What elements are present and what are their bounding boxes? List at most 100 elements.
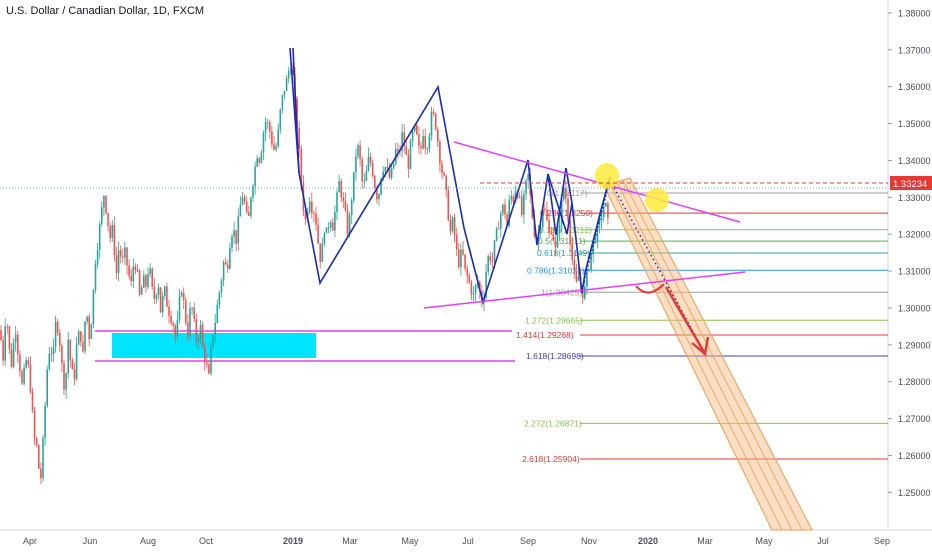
- fib-level-label: 0.236(1.3250): [540, 208, 593, 218]
- candle-body: [285, 78, 288, 91]
- candle-body: [502, 204, 504, 214]
- candle-body: [119, 250, 122, 257]
- candle-body: [52, 347, 55, 355]
- candle-body: [317, 224, 319, 244]
- candle-body: [19, 354, 21, 372]
- candle-body: [235, 230, 237, 244]
- candle-body: [380, 178, 382, 195]
- time-tick-label: 2020: [638, 536, 658, 546]
- candle-body: [218, 292, 221, 305]
- candle-body: [197, 338, 200, 342]
- arrow-shaft: [664, 286, 706, 353]
- candle-body: [161, 295, 164, 313]
- candle-body: [596, 225, 599, 242]
- candle-body: [342, 197, 345, 201]
- candle-body: [178, 296, 181, 320]
- candle-body: [397, 149, 399, 151]
- price-tick-label: 1.30000: [898, 303, 931, 313]
- candle-body: [413, 125, 416, 131]
- candle-body: [260, 152, 263, 163]
- candle-body: [313, 212, 315, 214]
- candle-body: [554, 240, 557, 248]
- candle-body: [508, 199, 510, 226]
- candle-body: [336, 192, 338, 213]
- candle-body: [56, 321, 59, 333]
- candle-body: [411, 130, 414, 141]
- candle-body: [327, 227, 330, 229]
- projection-channel: [603, 177, 813, 531]
- candle-body: [90, 324, 93, 339]
- candle-body: [348, 215, 351, 235]
- time-tick-label: Sep: [520, 536, 536, 546]
- candle-body: [134, 266, 137, 271]
- candle-body: [40, 468, 42, 479]
- candle-body: [107, 212, 109, 227]
- candle-body: [98, 224, 101, 250]
- fib-level-label: 1.272(1.29665): [525, 315, 583, 325]
- time-tick-label: May: [755, 536, 773, 546]
- candle-body: [527, 174, 529, 181]
- candle-body: [447, 189, 450, 221]
- candle-body: [233, 230, 235, 237]
- candle-body: [567, 198, 569, 220]
- candle-body: [50, 353, 53, 355]
- candle-body: [287, 70, 290, 79]
- candle-body: [77, 331, 80, 345]
- candle-body: [168, 306, 170, 316]
- candles: [0, 61, 609, 485]
- candle-body: [315, 213, 317, 225]
- candle-body: [371, 162, 374, 176]
- candle-body: [227, 264, 229, 269]
- projection-line-2: [616, 181, 793, 531]
- candle-body: [430, 111, 433, 136]
- candle-body: [203, 347, 206, 363]
- candle-body: [550, 232, 552, 234]
- candle-body: [222, 262, 225, 281]
- price-tick-label: 1.38000: [898, 8, 931, 18]
- candle-body: [229, 248, 231, 269]
- candle-body: [308, 201, 311, 212]
- cyan-zone: [112, 333, 316, 358]
- candle-body: [252, 186, 254, 198]
- projection-line-1: [609, 183, 783, 531]
- candle-body: [390, 168, 393, 178]
- price-axis[interactable]: 1.38000 1.37000 1.36000 1.35000 1.34000 1.330…: [887, 0, 931, 530]
- candle-body: [279, 109, 282, 130]
- price-tick-label: 1.28000: [898, 377, 931, 387]
- candle-body: [191, 307, 193, 309]
- candle-body: [340, 181, 342, 198]
- candle-body: [199, 324, 202, 339]
- candle-body: [382, 171, 384, 179]
- candle-body: [455, 235, 458, 250]
- candle-body: [94, 264, 97, 290]
- candle-body: [80, 331, 82, 342]
- candle-body: [27, 360, 30, 365]
- candle-body: [548, 220, 550, 233]
- candle-body: [592, 242, 594, 255]
- candle-body: [31, 391, 34, 411]
- candle-body: [88, 316, 90, 339]
- candle-body: [71, 360, 74, 370]
- candle-body: [416, 125, 418, 135]
- candle-body: [132, 266, 135, 282]
- price-tick-label: 1.27000: [898, 414, 931, 424]
- candle-body: [552, 233, 555, 241]
- candle-body: [63, 363, 65, 390]
- candle-body: [170, 315, 172, 324]
- candle-body: [220, 280, 223, 293]
- candle-body: [54, 321, 57, 348]
- candle-body: [384, 167, 387, 172]
- fib-level-label: 0(1.33117): [547, 188, 588, 198]
- time-axis[interactable]: Apr Jun Aug Oct 2019 Mar May Jul Sep Nov 2020 Mar Ma…: [0, 529, 932, 546]
- candle-body: [130, 275, 132, 282]
- candle-body: [439, 141, 441, 164]
- candle-body: [248, 212, 250, 216]
- candle-body: [344, 200, 347, 210]
- price-tick-label: 1.33000: [898, 193, 931, 203]
- candle-body: [489, 256, 492, 262]
- candle-body: [378, 194, 380, 200]
- candle-body: [365, 170, 368, 181]
- candle-body: [277, 129, 279, 147]
- candle-body: [334, 212, 336, 231]
